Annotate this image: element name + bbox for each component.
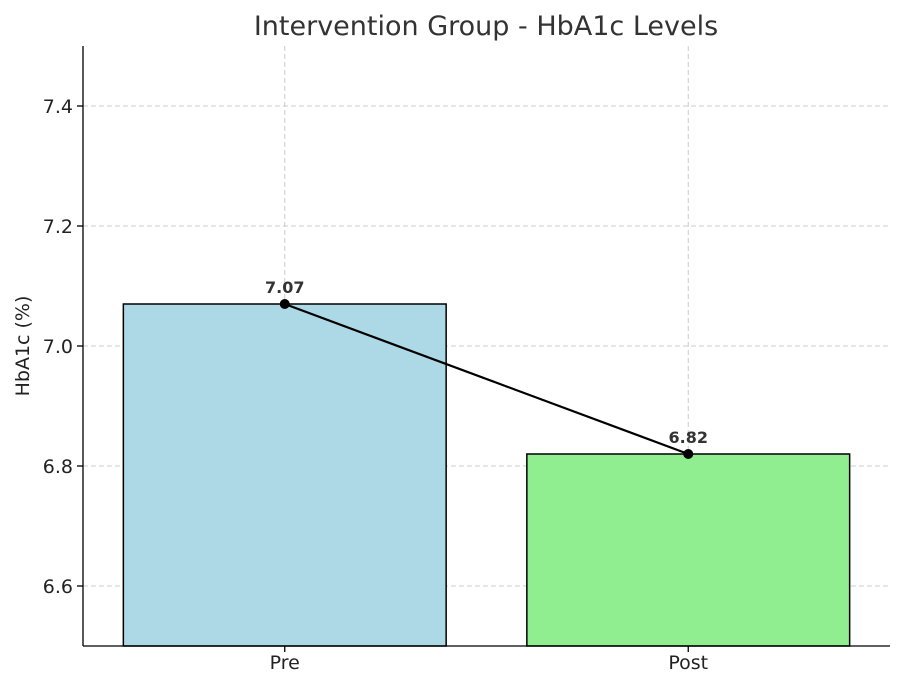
ticks: 6.6 6.8 7.0 7.2 7.4 Pre Post xyxy=(43,96,708,674)
x-tick-label: Pre xyxy=(270,652,300,674)
point-post xyxy=(683,449,694,459)
y-tick-label: 7.4 xyxy=(43,96,73,118)
connector-line-group xyxy=(279,299,694,459)
data-label-pre: 7.07 xyxy=(265,278,304,297)
bar-pre xyxy=(122,303,447,647)
connector-line xyxy=(284,302,689,456)
x-tick-label: Post xyxy=(668,652,708,674)
y-axis-label: HbA1c (%) xyxy=(12,296,34,397)
y-tick-label: 6.8 xyxy=(43,456,73,478)
y-tick-label: 6.6 xyxy=(43,576,73,598)
point-pre xyxy=(279,299,290,309)
data-labels: 7.07 6.82 xyxy=(265,278,708,447)
bar-post xyxy=(526,453,851,647)
data-label-post: 6.82 xyxy=(669,428,708,447)
y-tick-label: 7.0 xyxy=(43,336,73,358)
y-tick-label: 7.2 xyxy=(43,216,73,238)
bars xyxy=(122,303,851,647)
chart-title: Intervention Group - HbA1c Levels xyxy=(254,11,718,42)
